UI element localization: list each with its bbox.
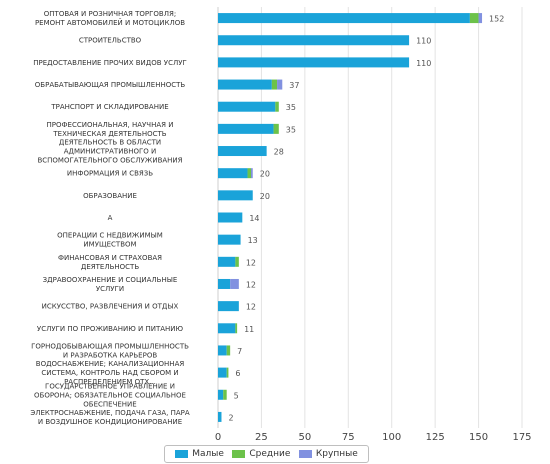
- category-label: ДЕЯТЕЛЬНОСТЬ В ОБЛАСТИ АДМИНИСТРАТИВНОГО …: [37, 139, 182, 165]
- x-axis-ticks: 0 25 50 75 100 125 150 175: [215, 432, 532, 443]
- category-label: ТРАНСПОРТ И СКЛАДИРОВАНИЕ: [50, 103, 168, 111]
- category-label: ПРЕДОСТАВЛЕНИЕ ПРОЧИХ ВИДОВ УСЛУГ: [33, 59, 187, 67]
- legend-item-large[interactable]: Крупные: [298, 449, 358, 459]
- total-label: 14: [249, 214, 259, 223]
- legend-item-small[interactable]: Малые: [175, 449, 224, 459]
- bar-segment[interactable]: [251, 168, 253, 179]
- total-label: 20: [260, 170, 270, 179]
- bar-segment[interactable]: [478, 13, 483, 24]
- legend-label-small: Малые: [192, 449, 224, 459]
- x-tick-label: 150: [469, 432, 488, 443]
- legend: Малые Средние Крупные: [164, 445, 369, 463]
- legend-swatch-large: [298, 450, 312, 458]
- bar-segment[interactable]: [218, 389, 224, 400]
- category-label: ПРОФЕССИОНАЛЬНАЯ, НАУЧНАЯ И ТЕХНИЧЕСКАЯ Д…: [47, 121, 174, 138]
- total-label: 13: [248, 236, 258, 245]
- total-label: 5: [234, 391, 239, 400]
- bar-segment[interactable]: [226, 367, 229, 378]
- total-label: 37: [289, 81, 299, 90]
- category-label: ОБРАБАТЫВАЮЩАЯ ПРОМЫШЛЕННОСТЬ: [35, 81, 186, 89]
- bar-segment[interactable]: [469, 13, 479, 24]
- x-tick-label: 75: [342, 432, 355, 443]
- grid-lines: [217, 7, 523, 428]
- bar-segment[interactable]: [218, 146, 267, 157]
- category-label: ОПТОВАЯ И РОЗНИЧНАЯ ТОРГОВЛЯ; РЕМОНТ АВТО…: [35, 10, 185, 27]
- bar-segment[interactable]: [218, 190, 253, 201]
- bar-segment[interactable]: [218, 212, 243, 223]
- total-label: 110: [416, 37, 431, 46]
- bar-segment[interactable]: [218, 57, 410, 68]
- legend-swatch-small: [175, 450, 189, 458]
- bar-segment[interactable]: [218, 367, 227, 378]
- bar-segment[interactable]: [247, 168, 252, 179]
- bar-segment[interactable]: [230, 278, 239, 289]
- bar-segment[interactable]: [277, 79, 283, 90]
- bar-segment[interactable]: [218, 411, 222, 422]
- category-label: ФИНАНСОВАЯ И СТРАХОВАЯ ДЕЯТЕЛЬНОСТЬ: [58, 254, 162, 271]
- bar-segment[interactable]: [218, 323, 236, 334]
- total-label: 11: [244, 325, 254, 334]
- total-label: 20: [260, 192, 270, 201]
- category-label: ИНФОРМАЦИЯ И СВЯЗЬ: [67, 170, 153, 178]
- total-label: 2: [228, 413, 233, 422]
- bar-segment[interactable]: [218, 35, 410, 46]
- bar-segment[interactable]: [235, 323, 238, 334]
- total-label: 35: [286, 125, 296, 134]
- category-label: УСЛУГИ ПО ПРОЖИВАНИЮ И ПИТАНИЮ: [37, 325, 184, 333]
- total-label: 12: [246, 258, 256, 267]
- x-tick-label: 50: [298, 432, 311, 443]
- category-label: ЗДРАВООХРАНЕНИЕ И СОЦИАЛЬНЫЕ УСЛУГИ: [43, 276, 178, 293]
- total-label: 28: [274, 148, 284, 157]
- bar-segment[interactable]: [223, 389, 227, 400]
- bar-segment[interactable]: [218, 256, 236, 267]
- bar-segment[interactable]: [218, 345, 227, 356]
- category-labels: ОПТОВАЯ И РОЗНИЧНАЯ ТОРГОВЛЯ; РЕМОНТ АВТО…: [30, 10, 190, 426]
- x-tick-label: 0: [215, 432, 221, 443]
- total-label: 6: [235, 369, 240, 378]
- bar-segment[interactable]: [218, 13, 470, 24]
- category-label: ОБРАЗОВАНИЕ: [83, 192, 137, 200]
- legend-label-medium: Средние: [249, 449, 291, 459]
- category-label: ГОСУДАРСТВЕННОЕ УПРАВЛЕНИЕ И ОБОРОНА; ОБЯ…: [34, 382, 186, 408]
- bars: [218, 13, 483, 422]
- bar-segment[interactable]: [218, 278, 231, 289]
- bar-segment[interactable]: [218, 168, 248, 179]
- total-label: 152: [489, 15, 504, 24]
- category-label: СТРОИТЕЛЬСТВО: [79, 37, 142, 45]
- category-label: ЭЛЕКТРОСНАБЖЕНИЕ, ПОДАЧА ГАЗА, ПАРА И ВОЗ…: [30, 409, 190, 426]
- legend-label-large: Крупные: [315, 449, 358, 459]
- category-label: ОПЕРАЦИИ С НЕДВИЖИМЫМ ИМУЩЕСТВОМ: [57, 232, 163, 249]
- total-label: 12: [246, 280, 256, 289]
- bar-segment[interactable]: [271, 79, 278, 90]
- x-tick-label: 25: [255, 432, 268, 443]
- category-label: ИСКУССТВО, РАЗВЛЕЧЕНИЯ И ОТДЫХ: [42, 303, 179, 311]
- category-label: A: [108, 214, 113, 222]
- total-labels: 152 110 110 37 35 35 28 20 20 14 13 12 12 12 11 7 6 5 2: [228, 15, 504, 423]
- bar-segment[interactable]: [275, 101, 279, 112]
- bar-segment[interactable]: [218, 79, 272, 90]
- total-label: 7: [237, 347, 242, 356]
- x-tick-label: 175: [512, 432, 531, 443]
- bar-segment[interactable]: [218, 301, 239, 312]
- legend-swatch-medium: [232, 450, 246, 458]
- x-tick-label: 125: [426, 432, 445, 443]
- total-label: 110: [416, 59, 431, 68]
- total-label: 12: [246, 303, 256, 312]
- bar-segment[interactable]: [218, 123, 274, 134]
- bar-segment[interactable]: [235, 256, 239, 267]
- x-tick-label: 100: [382, 432, 401, 443]
- category-label: ГОРНОДОБЫВАЮЩАЯ ПРОМЫШЛЕННОСТЬ И РАЗРАБОТ…: [31, 342, 189, 359]
- total-label: 35: [286, 103, 296, 112]
- bar-segment[interactable]: [226, 345, 231, 356]
- bar-segment[interactable]: [218, 234, 241, 245]
- bar-segment[interactable]: [218, 101, 276, 112]
- category-label: ВОДОСНАБЖЕНИЕ; КАНАЛИЗАЦИОННАЯ СИСТЕМА, К…: [36, 360, 185, 386]
- bar-segment[interactable]: [273, 123, 279, 134]
- legend-item-medium[interactable]: Средние: [232, 449, 290, 459]
